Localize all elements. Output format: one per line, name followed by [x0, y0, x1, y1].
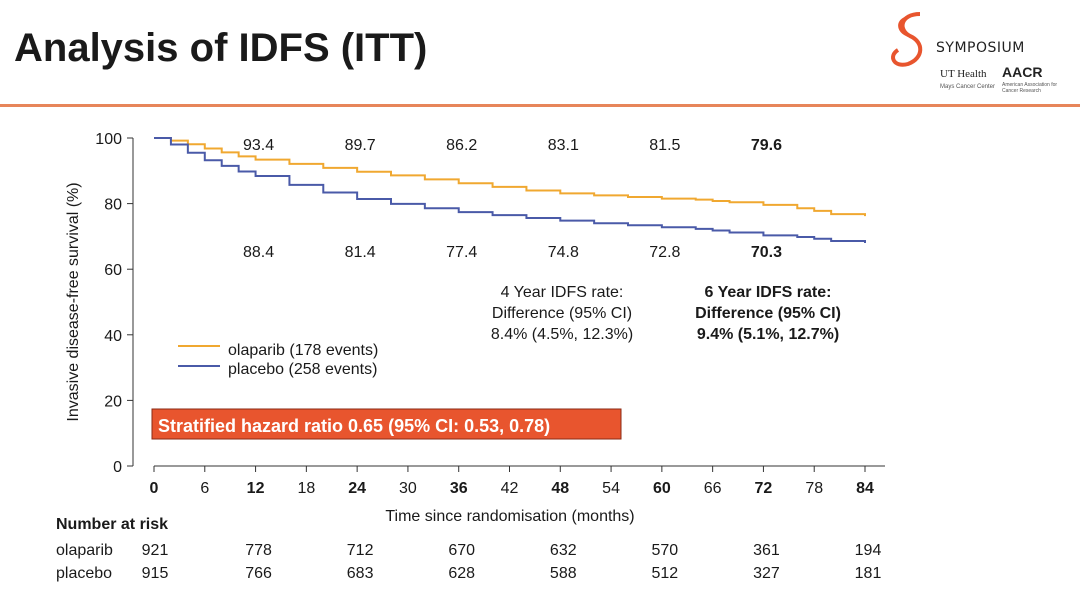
- x-ticks: 0 6 12 18 24 30 36 42 48 54 60 66 72 78 84: [150, 466, 874, 497]
- risk-value-olaparib: 778: [245, 542, 272, 559]
- survival-curves: [154, 137, 866, 243]
- hazard-ratio-background: [151, 408, 622, 440]
- point-label-olaparib: 81.5: [649, 137, 680, 154]
- y-tick-label: 100: [95, 131, 122, 148]
- y-tick-label: 20: [104, 393, 122, 410]
- risk-table-values: 921 778 712 670 632 570 361 194 915 766 683 628 588 5…: [142, 542, 882, 582]
- risk-value-olaparib: 194: [855, 542, 882, 559]
- symposium-mark-icon: [891, 12, 923, 67]
- point-label-placebo: 77.4: [446, 244, 477, 261]
- point-label-olaparib: 89.7: [345, 137, 376, 154]
- four-year-subtitle: Difference (95% CI): [492, 305, 632, 322]
- x-tick-label: 72: [755, 480, 773, 497]
- y-tick-label: 40: [104, 328, 122, 345]
- point-label-placebo: 81.4: [345, 244, 376, 261]
- x-tick-label: 84: [856, 480, 874, 497]
- six-year-title: 6 Year IDFS rate:: [705, 284, 832, 301]
- risk-table-title: Number at risk: [56, 516, 168, 533]
- point-labels: 93.4 89.7 86.2 83.1 81.5 79.6 88.4 81.4 77.4 74.8…: [243, 137, 782, 261]
- point-label-placebo: 74.8: [548, 244, 579, 261]
- x-axis-label: Time since randomisation (months): [385, 508, 634, 525]
- four-year-value: 8.4% (4.5%, 12.3%): [491, 326, 633, 343]
- y-ticks: 0 20 40 60 80 100: [95, 131, 133, 476]
- risk-value-olaparib: 632: [550, 542, 577, 559]
- survival-line-olaparib: [154, 137, 866, 217]
- risk-value-placebo: 327: [753, 565, 780, 582]
- slide-title: Analysis of IDFS (ITT): [14, 26, 428, 70]
- x-tick-label: 48: [551, 480, 569, 497]
- four-year-title: 4 Year IDFS rate:: [501, 284, 624, 301]
- logo-ut-health: UT Health: [940, 68, 987, 80]
- risk-value-olaparib: 921: [142, 542, 169, 559]
- x-tick-label: 42: [501, 480, 519, 497]
- x-tick-label: 12: [247, 480, 265, 497]
- four-year-annotation: 4 Year IDFS rate: Difference (95% CI) 8.…: [491, 284, 633, 343]
- risk-value-placebo: 766: [245, 565, 272, 582]
- point-label-olaparib: 79.6: [751, 137, 782, 154]
- risk-value-olaparib: 361: [753, 542, 780, 559]
- risk-value-placebo: 628: [448, 565, 475, 582]
- risk-value-placebo: 512: [652, 565, 679, 582]
- risk-value-placebo: 915: [142, 565, 169, 582]
- point-label-placebo: 88.4: [243, 244, 274, 261]
- point-label-olaparib: 86.2: [446, 137, 477, 154]
- risk-value-placebo: 588: [550, 565, 577, 582]
- x-tick-label: 78: [805, 480, 823, 497]
- y-axis-label: Invasive disease-free survival (%): [65, 182, 82, 421]
- six-year-subtitle: Difference (95% CI): [695, 305, 841, 322]
- x-tick-label: 18: [297, 480, 315, 497]
- point-label-olaparib: 83.1: [548, 137, 579, 154]
- logo-aacr: AACR: [1002, 64, 1043, 80]
- hazard-ratio-box: Stratified hazard ratio 0.65 (95% CI: 0.…: [151, 408, 622, 440]
- point-label-placebo: 70.3: [751, 244, 782, 261]
- x-tick-label: 30: [399, 480, 417, 497]
- logo-aacr-sub: American Association for Cancer Research: [1002, 82, 1058, 94]
- survival-line-placebo: [154, 137, 866, 243]
- legend: olaparib (178 events) placebo (258 event…: [178, 342, 378, 378]
- x-tick-label: 66: [704, 480, 722, 497]
- x-tick-label: 24: [348, 480, 366, 497]
- risk-value-olaparib: 670: [448, 542, 475, 559]
- risk-value-olaparib: 712: [347, 542, 374, 559]
- point-label-olaparib: 93.4: [243, 137, 274, 154]
- title-divider: [0, 104, 1080, 107]
- x-tick-label: 0: [150, 480, 159, 497]
- symposium-logo: SYMPOSIUM UT Health AACR Mays Cancer Cen…: [880, 8, 1060, 100]
- risk-row-label-olaparib: olaparib: [56, 542, 113, 559]
- x-tick-label: 6: [200, 480, 209, 497]
- risk-value-placebo: 683: [347, 565, 374, 582]
- risk-value-olaparib: 570: [652, 542, 679, 559]
- y-tick-label: 80: [104, 197, 122, 214]
- logo-symposium-text: SYMPOSIUM: [936, 40, 1025, 56]
- legend-label-olaparib: olaparib (178 events): [228, 342, 378, 359]
- y-tick-label: 60: [104, 262, 122, 279]
- risk-row-label-placebo: placebo: [56, 565, 112, 582]
- risk-value-placebo: 181: [855, 565, 882, 582]
- six-year-annotation: 6 Year IDFS rate: Difference (95% CI) 9.…: [695, 284, 841, 343]
- logo-ut-sub: Mays Cancer Center: [940, 84, 996, 90]
- x-tick-label: 60: [653, 480, 671, 497]
- x-tick-label: 36: [450, 480, 468, 497]
- x-tick-label: 54: [602, 480, 620, 497]
- y-tick-label: 0: [113, 459, 122, 476]
- hazard-ratio-text: Stratified hazard ratio 0.65 (95% CI: 0.…: [158, 416, 550, 436]
- point-label-placebo: 72.8: [649, 244, 680, 261]
- six-year-value: 9.4% (5.1%, 12.7%): [697, 326, 839, 343]
- legend-label-placebo: placebo (258 events): [228, 361, 377, 378]
